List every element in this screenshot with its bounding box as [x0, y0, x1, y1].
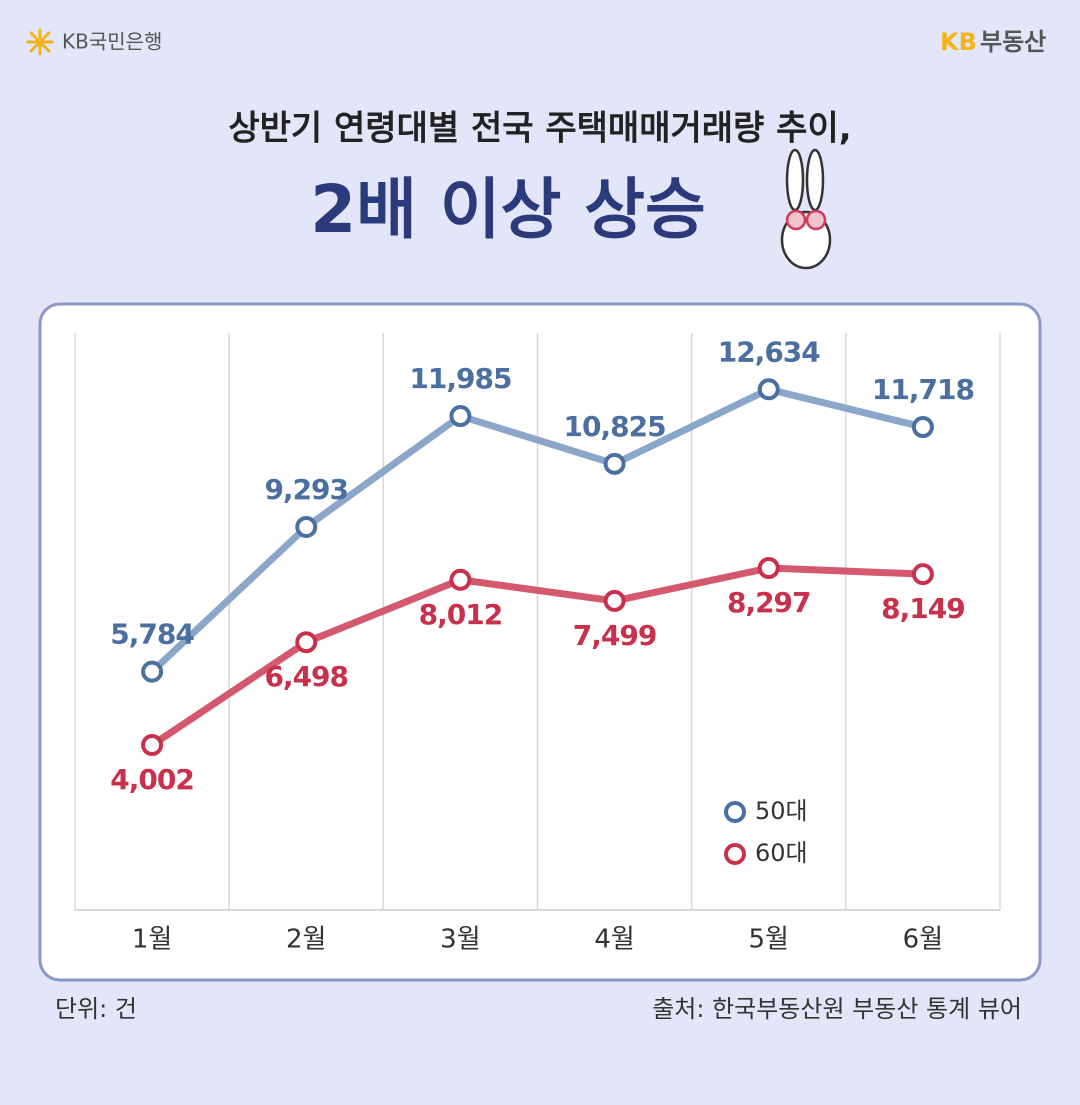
bank-logo: KB국민은행	[26, 28, 162, 56]
data-label: 10,825	[564, 410, 666, 443]
data-point	[757, 557, 780, 580]
headline: 2배 이상 상승	[310, 171, 705, 248]
series-line	[149, 385, 924, 675]
data-point	[911, 416, 934, 439]
data-label: 8,012	[419, 598, 503, 631]
data-label: 7,499	[573, 619, 657, 652]
data-label: 4,002	[110, 763, 194, 796]
data-point	[911, 563, 934, 586]
legend-label: 50대	[755, 797, 808, 825]
data-label: 8,149	[881, 592, 965, 625]
data-label: 6,498	[264, 660, 348, 693]
source-note: 출처: 한국부동산원 부동산 통계 뷰어	[652, 995, 1022, 1023]
x-tick-label: 5월	[749, 925, 789, 955]
data-label: 8,297	[727, 586, 811, 619]
data-label: 9,293	[264, 473, 348, 506]
bank-name: KB국민은행	[62, 30, 162, 54]
data-point	[449, 405, 472, 428]
star-icon	[26, 28, 54, 56]
x-tick-label: 1월	[132, 925, 172, 955]
data-point	[603, 452, 626, 475]
x-tick-label: 2월	[286, 925, 326, 955]
unit-note: 단위: 건	[55, 995, 137, 1023]
data-label: 12,634	[718, 335, 821, 368]
data-label: 11,985	[409, 362, 511, 395]
x-tick-label: 3월	[440, 925, 480, 955]
data-point	[141, 734, 164, 757]
data-point	[603, 589, 626, 612]
data-point	[757, 378, 780, 401]
legend-item: 60대	[724, 839, 808, 867]
data-point	[449, 568, 472, 591]
brand-kb: KB	[940, 28, 977, 56]
data-point	[141, 660, 164, 683]
x-tick-label: 4월	[594, 925, 634, 955]
data-label: 11,718	[872, 373, 974, 406]
series-line	[150, 564, 924, 748]
data-point	[295, 631, 318, 654]
data-point	[295, 515, 318, 538]
subtitle: 상반기 연령대별 전국 주택매매거래량 추이,	[228, 109, 851, 149]
legend-item: 50대	[724, 797, 808, 825]
legend-marker	[724, 801, 746, 823]
legend-marker	[724, 843, 746, 865]
x-tick-label: 6월	[903, 925, 943, 955]
chart-card	[38, 302, 1042, 982]
brand-name: 부동산	[980, 28, 1046, 56]
bunny-mascot	[780, 148, 832, 270]
data-label: 5,784	[110, 618, 194, 651]
legend-label: 60대	[755, 839, 808, 867]
